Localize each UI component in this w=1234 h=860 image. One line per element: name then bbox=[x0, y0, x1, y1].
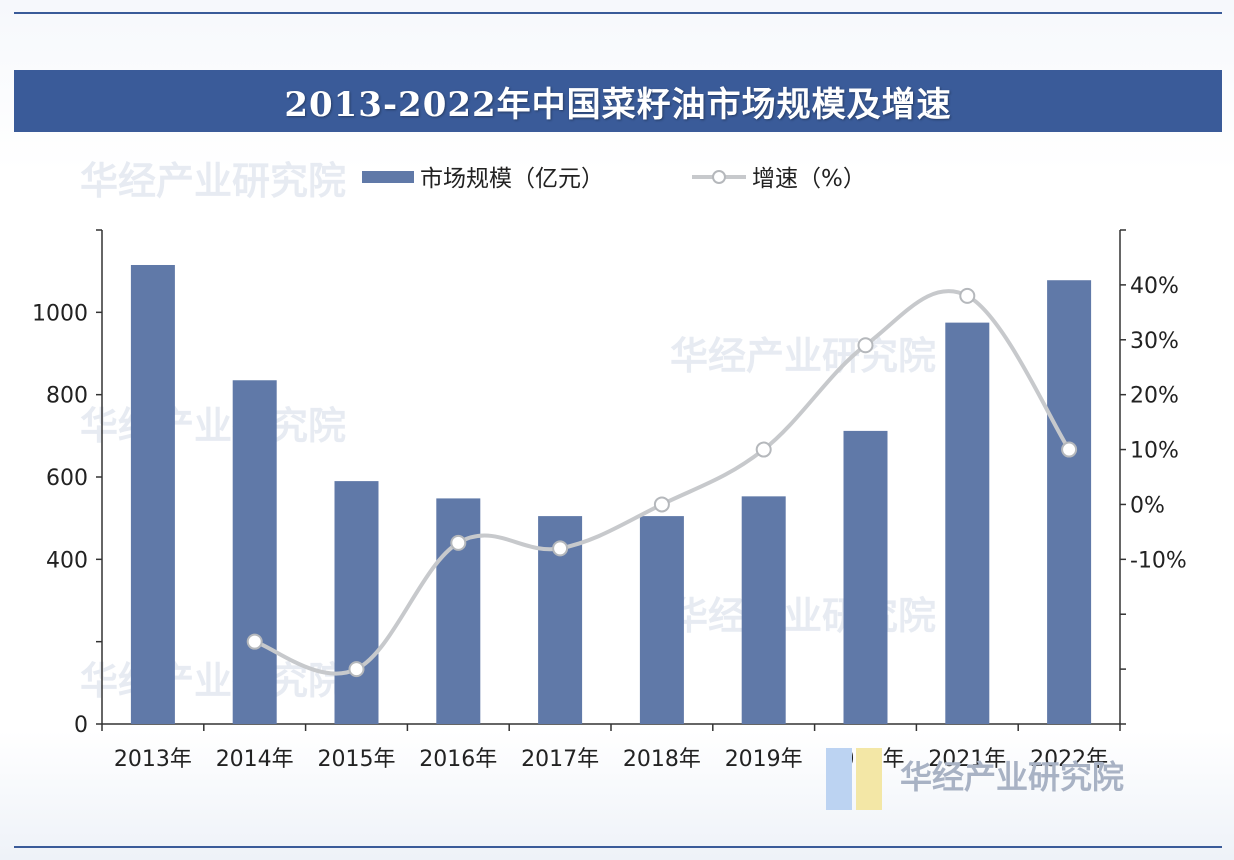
bar bbox=[1047, 280, 1092, 724]
y-right-tick-label: 10% bbox=[1130, 439, 1179, 464]
growth-point bbox=[653, 496, 670, 513]
growth-point bbox=[755, 441, 772, 458]
x-tick-label: 2016年 bbox=[419, 747, 497, 772]
bar bbox=[843, 430, 888, 724]
bar bbox=[436, 498, 481, 724]
x-tick-label: 2018年 bbox=[623, 747, 701, 772]
x-tick-label: 2015年 bbox=[318, 747, 396, 772]
y-left-tick-label: 400 bbox=[46, 548, 88, 573]
y-right-tick-label: 20% bbox=[1130, 384, 1179, 409]
legend: 市场规模（亿元） 增速（%） bbox=[362, 166, 866, 192]
growth-point bbox=[246, 633, 263, 650]
growth-line bbox=[246, 287, 1078, 678]
x-tick-label: 2021年 bbox=[928, 747, 1006, 772]
y-right-tick-label: 0% bbox=[1130, 493, 1165, 518]
bar bbox=[130, 264, 175, 724]
x-tick-label: 2022年 bbox=[1030, 747, 1108, 772]
watermark-text: 华经产业研究院 bbox=[80, 404, 347, 448]
x-tick-label: 2019年 bbox=[725, 747, 803, 772]
bar bbox=[232, 380, 277, 724]
top-border-line bbox=[14, 12, 1222, 14]
growth-point bbox=[1061, 441, 1078, 458]
chart-title: 2013-2022年中国菜籽油市场规模及增速 bbox=[14, 70, 1222, 132]
bar bbox=[639, 516, 684, 724]
legend-bar-label: 市场规模（亿元） bbox=[420, 166, 604, 192]
y-right-tick-label: -10% bbox=[1130, 548, 1187, 573]
bottom-border-line bbox=[14, 846, 1222, 848]
bars bbox=[130, 264, 1092, 724]
growth-point bbox=[857, 337, 874, 354]
watermark-brand: 华经产业研究院 bbox=[900, 758, 1125, 796]
growth-point bbox=[348, 661, 365, 678]
x-tick-label: 2017年 bbox=[521, 747, 599, 772]
bar bbox=[334, 481, 379, 724]
axes: 0 400 600 800 1000 -10% 0% 10% 20% 30% 40% bbox=[32, 229, 1187, 738]
y-left-tick-label: 0 bbox=[74, 713, 88, 738]
y-left-tick-label: 600 bbox=[46, 466, 88, 491]
legend-bar-swatch bbox=[362, 171, 414, 183]
legend-line-marker bbox=[712, 170, 726, 184]
growth-point bbox=[552, 540, 569, 557]
bar bbox=[741, 496, 786, 724]
y-right-tick-label: 30% bbox=[1130, 329, 1179, 354]
growth-point bbox=[959, 287, 976, 304]
watermark-text: 华经产业研究院 bbox=[80, 159, 347, 203]
watermark-text: 华经产业研究院 bbox=[670, 594, 937, 638]
y-right-tick-label: 40% bbox=[1130, 274, 1179, 299]
bar bbox=[945, 322, 990, 724]
x-tick-label: 2013年 bbox=[114, 747, 192, 772]
x-tick-label: 2014年 bbox=[216, 747, 294, 772]
y-left-tick-label: 1000 bbox=[32, 301, 88, 326]
watermark-logo bbox=[826, 748, 888, 810]
watermark-text: 华经产业研究院 bbox=[670, 334, 937, 378]
y-left-tick-label: 800 bbox=[46, 384, 88, 409]
growth-point bbox=[450, 534, 467, 551]
legend-line-label: 增速（%） bbox=[752, 166, 866, 192]
